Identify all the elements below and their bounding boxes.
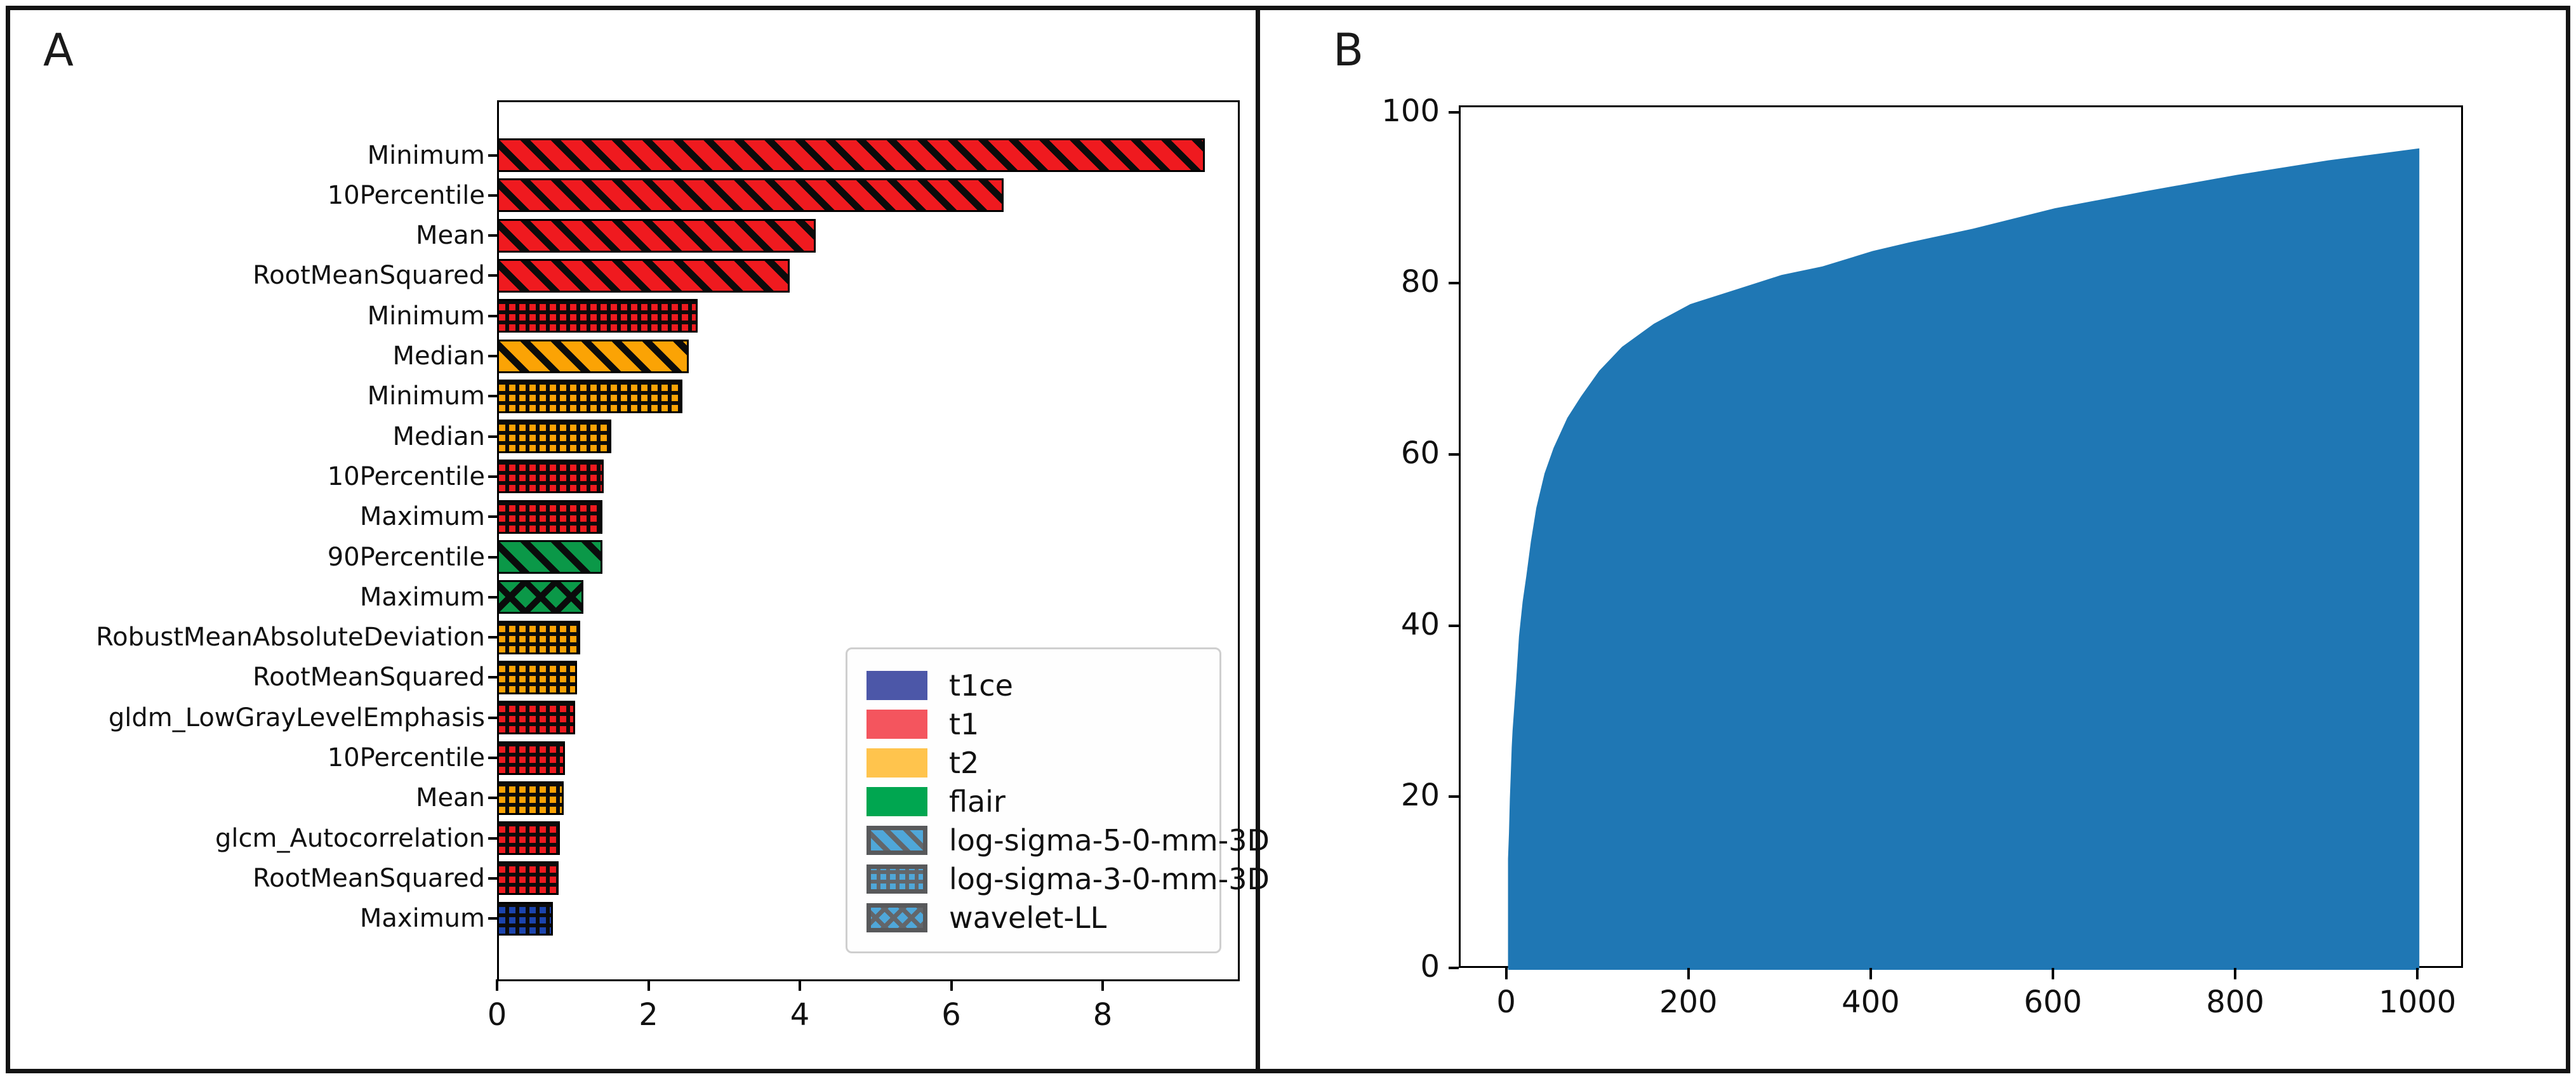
legend-color-swatch [866,709,927,739]
cumulative-area-plot [1508,148,2420,970]
legend-item-label: t1ce [949,668,1013,703]
legend-item-label: t1 [949,706,979,741]
panel-b-label: B [1333,24,1365,76]
legend-hatch-swatch [866,825,927,855]
legend-item: log-sigma-3-0-mm-3D [866,859,1270,898]
legend-hatch-swatch [866,864,927,894]
legend-item-label: t2 [949,745,979,780]
cumulative-area-shape [1508,148,2420,970]
legend-item-label: wavelet-LL [949,900,1107,935]
legend-item-label: log-sigma-3-0-mm-3D [949,861,1270,896]
legend-color-swatch [866,670,927,700]
legend-item: log-sigma-5-0-mm-3D [866,821,1270,859]
legend-item: t1ce [866,666,1219,705]
legend-item: flair [866,782,1219,821]
legend-hatch-swatch [866,903,927,932]
panel-divider [1256,6,1260,1073]
legend-item: t2 [866,743,1219,782]
legend: t1ce t1 t2 flair log-sigma-5-0-mm-3D log-sigm… [846,647,1270,953]
legend-item: t1 [866,705,1219,743]
cumulative-curve-chart-area [1459,105,2463,970]
legend-item: wavelet-LL [866,898,1219,937]
panel-a-label: A [43,24,75,76]
legend-item-label: log-sigma-5-0-mm-3D [949,823,1270,857]
legend-item-label: flair [949,784,1006,819]
legend-color-swatch [866,786,927,816]
legend-color-swatch [866,748,927,778]
